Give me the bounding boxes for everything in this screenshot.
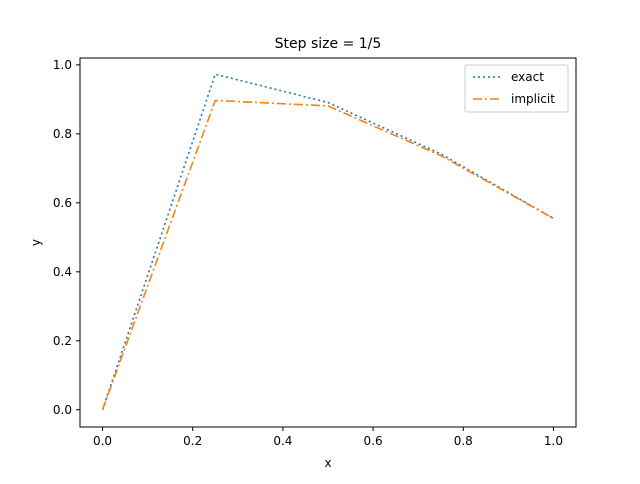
series-line-implicit — [101, 99, 554, 411]
legend-label-implicit: implicit — [511, 92, 555, 106]
x-tick-label: 0.6 — [364, 434, 383, 448]
legend: exact implicit — [464, 64, 569, 113]
plot-area — [80, 58, 576, 427]
y-axis-ticks: 0.0 0.2 0.4 0.6 0.8 1.0 — [53, 58, 80, 417]
x-tick-label: 0.2 — [183, 434, 202, 448]
series-layer — [101, 73, 554, 411]
y-tick-label: 0.6 — [53, 196, 72, 210]
x-tick-label: 0.8 — [454, 434, 473, 448]
x-tick-label: 0.4 — [273, 434, 292, 448]
y-axis-label: y — [29, 239, 43, 246]
x-axis-ticks: 0.0 0.2 0.4 0.6 0.8 1.0 — [93, 427, 563, 448]
legend-box — [464, 64, 569, 113]
plot-frame — [79, 57, 577, 428]
x-tick-label: 1.0 — [544, 434, 563, 448]
series-line-exact — [101, 73, 554, 411]
y-tick-label: 0.2 — [53, 334, 72, 348]
x-tick-label: 0.0 — [93, 434, 112, 448]
chart-title: Step size = 1/5 — [275, 36, 382, 52]
y-tick-label: 0.0 — [53, 403, 72, 417]
y-tick-label: 1.0 — [53, 58, 72, 72]
y-tick-label: 0.8 — [53, 127, 72, 141]
y-tick-label: 0.4 — [53, 265, 72, 279]
legend-label-exact: exact — [511, 70, 544, 84]
x-axis-label: x — [324, 456, 331, 470]
